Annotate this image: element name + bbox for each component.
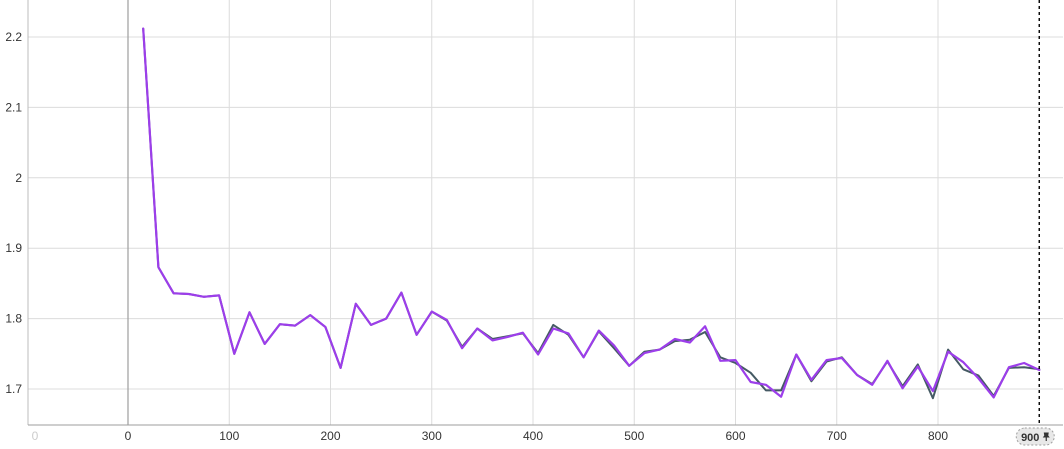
- x-tick-label: 100: [219, 429, 239, 443]
- series-line-2: [142, 27, 1041, 399]
- x-tick-label: 400: [523, 429, 543, 443]
- tick-labels: 1.7 1.8 1.9 2 2.1 2.2 0 100 200 300 400 500 600 700 80…: [5, 30, 948, 443]
- pin-icon-head: [1042, 432, 1050, 438]
- x-tick-label: 600: [725, 429, 745, 443]
- axes: [27, 0, 1063, 426]
- series-lines: [142, 27, 1041, 400]
- y-tick-label: 2: [15, 171, 22, 185]
- y-tick-label: 2.2: [5, 30, 22, 44]
- x-tick-label-faded: 0: [32, 429, 39, 443]
- x-tick-label: 200: [320, 429, 340, 443]
- step-marker-pill[interactable]: [1015, 427, 1055, 446]
- x-tick-label: 500: [624, 429, 644, 443]
- y-tick-label: 1.8: [5, 312, 22, 326]
- x-tick-label: 300: [422, 429, 442, 443]
- grid: [28, 0, 1063, 425]
- x-tick-label: 0: [125, 429, 132, 443]
- x-tick-label: 700: [827, 429, 847, 443]
- pin-icon: [1042, 432, 1050, 441]
- y-tick-label: 1.9: [5, 241, 22, 255]
- step-marker-label: 900: [1021, 432, 1039, 444]
- y-tick-label: 1.7: [5, 382, 22, 396]
- x-tick-label: 800: [928, 429, 948, 443]
- y-tick-label: 2.1: [5, 100, 22, 114]
- step-marker[interactable]: 900: [1015, 0, 1055, 446]
